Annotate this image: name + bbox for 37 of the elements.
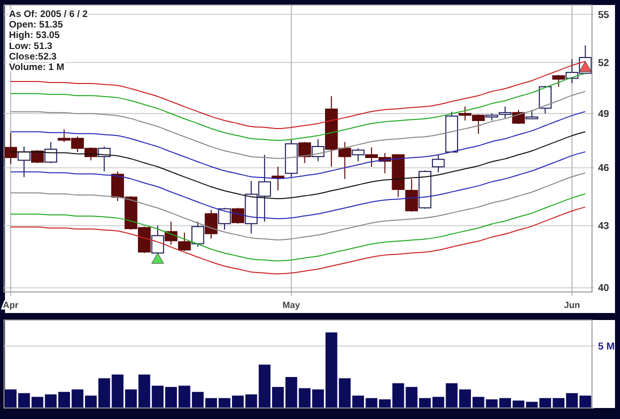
candlestick — [4, 132, 18, 164]
line-series — [10, 206, 586, 274]
y-tick-label: 43 — [598, 221, 610, 232]
candlestick — [31, 150, 44, 164]
candlestick — [405, 178, 418, 212]
candlestick — [18, 146, 30, 178]
candlestick — [552, 74, 565, 88]
candlestick — [512, 109, 525, 125]
line-series — [10, 172, 586, 240]
candlestick — [231, 207, 244, 224]
y-tick-label: 40 — [598, 283, 610, 294]
candlestick — [218, 207, 231, 230]
annotation: High: 53.05 — [9, 30, 60, 42]
candlestick — [298, 141, 312, 164]
candlestick — [432, 154, 445, 173]
annotation: As Of: 2005 / 6 / 2 — [9, 9, 88, 20]
y-tick-label: 52 — [598, 58, 610, 69]
y-tick-label: 46 — [598, 163, 610, 174]
annotation: Close:52.3 — [9, 51, 57, 62]
candlestick — [178, 232, 191, 252]
annotation: Open: 51.35 — [9, 20, 64, 31]
y-tick-label: 49 — [598, 108, 610, 120]
candlestick — [352, 148, 365, 162]
line-series — [10, 193, 586, 262]
candlestick — [312, 138, 324, 162]
x-tick-label: Jun — [564, 300, 580, 310]
x-tick-label: May — [282, 300, 300, 310]
annotation: Volume: 1 M — [9, 62, 64, 73]
candlestick — [164, 221, 178, 246]
candlestick — [191, 221, 204, 248]
line-series — [10, 111, 586, 180]
y-tick-label: 5 M — [598, 342, 615, 353]
candlestick — [538, 85, 552, 114]
y-tick-label: 55 — [598, 10, 610, 21]
candlestick — [204, 209, 218, 240]
annotation: Low: 51.3 — [9, 40, 52, 52]
candlestick — [272, 166, 284, 191]
